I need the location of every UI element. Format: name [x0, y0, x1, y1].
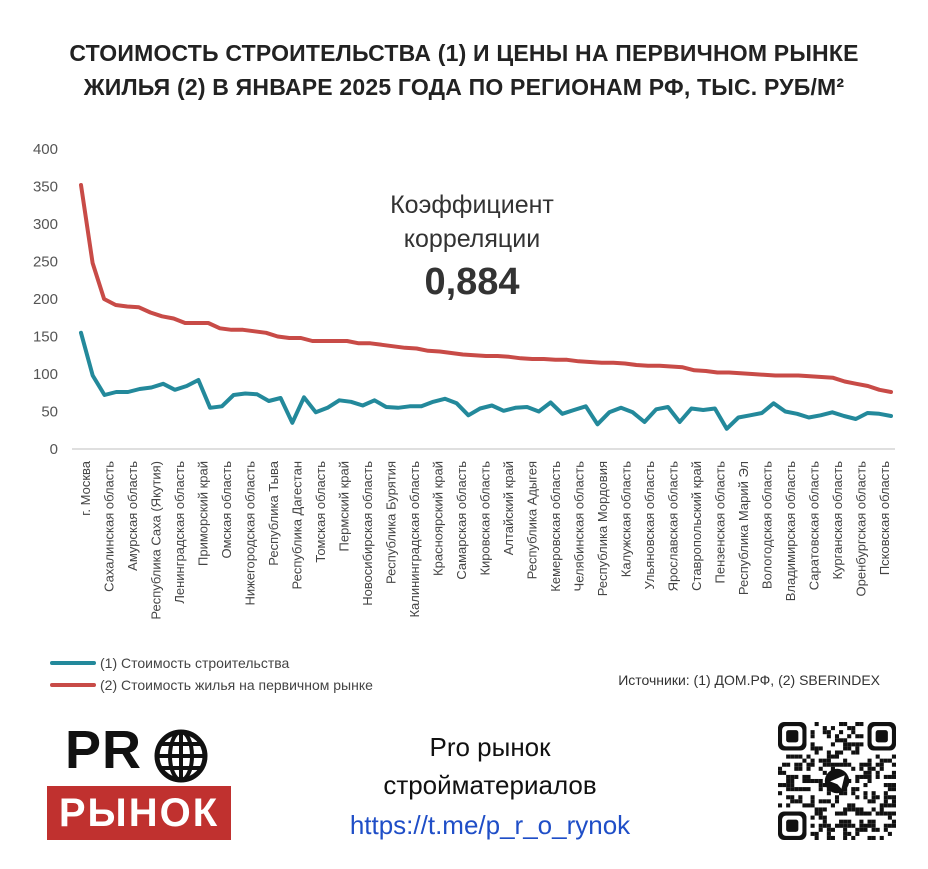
y-tick-label: 300 [33, 216, 58, 233]
x-tick-label: Саратовская область [807, 461, 822, 590]
qr-code-icon[interactable] [778, 722, 896, 840]
y-tick-label: 400 [33, 141, 58, 158]
x-tick-label: Республика Дагестан [290, 461, 305, 589]
y-tick-label: 350 [33, 179, 58, 196]
y-tick-label: 50 [41, 404, 58, 421]
footer-text-line2: стройматериалов [383, 770, 597, 800]
correlation-label-line1: Коэффициент [390, 191, 554, 219]
x-tick-label: Красноярский край [431, 461, 446, 576]
legend-label-series1: (1) Стоимость строительства [100, 655, 290, 671]
x-tick-label: Оренбургская область [854, 461, 869, 597]
x-tick-label: Республика Бурятия [384, 461, 399, 584]
x-tick-label: Сахалинская область [102, 461, 117, 592]
logo-red-box [47, 786, 231, 840]
x-tick-label: Псковская область [877, 461, 892, 575]
x-tick-label: Республика Адыгея [525, 461, 540, 579]
x-tick-label: Республика Марий Эл [736, 461, 751, 595]
series-line-construction-cost [79, 330, 893, 431]
x-tick-label: Ставропольский край [689, 461, 704, 591]
y-tick-label: 0 [50, 441, 58, 458]
correlation-value: 0,884 [424, 261, 520, 303]
chart-title-line1: СТОИМОСТЬ СТРОИТЕЛЬСТВА (1) И ЦЕНЫ НА ПЕ… [69, 40, 859, 66]
y-tick-label: 250 [33, 254, 58, 271]
y-tick-label: 150 [33, 329, 58, 346]
x-tick-label: Самарская область [454, 461, 469, 580]
chart-title: СТОИМОСТЬ СТРОИТЕЛЬСТВА (1) И ЦЕНЫ НА ПЕ… [0, 36, 928, 104]
legend-item-series1: (1) Стоимость строительства [50, 652, 373, 674]
legend-swatch-series2 [50, 683, 96, 687]
x-tick-label: Ульяновская область [642, 461, 657, 590]
x-tick-label: Пермский край [337, 461, 352, 551]
x-tick-label: Республика Тыва [266, 460, 281, 566]
x-tick-label: Республика Мордовия [595, 461, 610, 596]
source-note: Источники: (1) ДОМ.РФ, (2) SBERINDEX [618, 672, 880, 688]
x-tick-label: г. Москва [78, 460, 93, 516]
x-tick-label: Челябинская область [572, 461, 587, 592]
x-tick-label: Томская область [313, 461, 328, 563]
x-tick-label: Новосибирская область [360, 461, 375, 606]
legend: (1) Стоимость строительства (2) Стоимост… [50, 652, 373, 696]
y-tick-label: 200 [33, 291, 58, 308]
logo-pro-text: PR [65, 720, 143, 780]
x-tick-label: Республика Саха (Якутия) [149, 461, 164, 620]
logo-rynok-text: РЫНОК [58, 791, 220, 835]
x-axis: г. Москва Сахалинская область Амурская обл… [78, 460, 892, 619]
x-tick-label: Калининградская область [407, 461, 422, 618]
correlation-annotation: Коэффициент корреляции 0,884 [372, 188, 572, 308]
x-tick-label: Пензенская область [713, 461, 728, 584]
x-tick-label: Алтайский край [501, 461, 516, 555]
x-tick-label: Вологодская область [760, 461, 775, 589]
x-tick-label: Нижегородская область [243, 461, 258, 606]
legend-label-series2: (2) Стоимость жилья на первичном рынке [100, 677, 373, 693]
x-tick-label: Амурская область [125, 461, 140, 571]
telegram-link[interactable]: https://t.me/p_r_o_rynok [349, 810, 631, 840]
y-tick-label: 100 [33, 366, 58, 383]
x-tick-label: Ярославская область [666, 461, 681, 592]
x-tick-label: Омская область [219, 461, 234, 559]
x-tick-label: Курганская область [830, 461, 845, 580]
footer-text-line1: Pro рынок [429, 732, 551, 762]
globe-icon [154, 729, 208, 783]
footer-text: Pro рынок стройматериалов https://t.me/p… [300, 728, 680, 844]
pro-rynok-logo: PR РЫНОК [47, 722, 231, 840]
x-tick-label: Калужская область [619, 461, 634, 577]
line-chart: 0 50 100 150 200 250 300 350 400 г. Москва Сахали… [33, 141, 895, 620]
x-tick-label: Владимирская область [783, 461, 798, 601]
chart-title-line2: ЖИЛЬЯ (2) В ЯНВАРЕ 2025 ГОДА ПО РЕГИОНАМ… [83, 74, 845, 100]
legend-swatch-series1 [50, 661, 96, 665]
series-group [79, 183, 893, 431]
correlation-label-line2: корреляции [403, 225, 541, 253]
x-tick-label: Ленинградская область [172, 461, 187, 604]
y-axis: 0 50 100 150 200 250 300 350 400 [33, 141, 58, 458]
x-tick-label: Кемеровская область [548, 461, 563, 592]
x-tick-label: Кировская область [478, 461, 493, 576]
series-line-primary-market-price [79, 183, 893, 394]
x-tick-label: Приморский край [196, 461, 211, 566]
legend-item-series2: (2) Стоимость жилья на первичном рынке [50, 674, 373, 696]
